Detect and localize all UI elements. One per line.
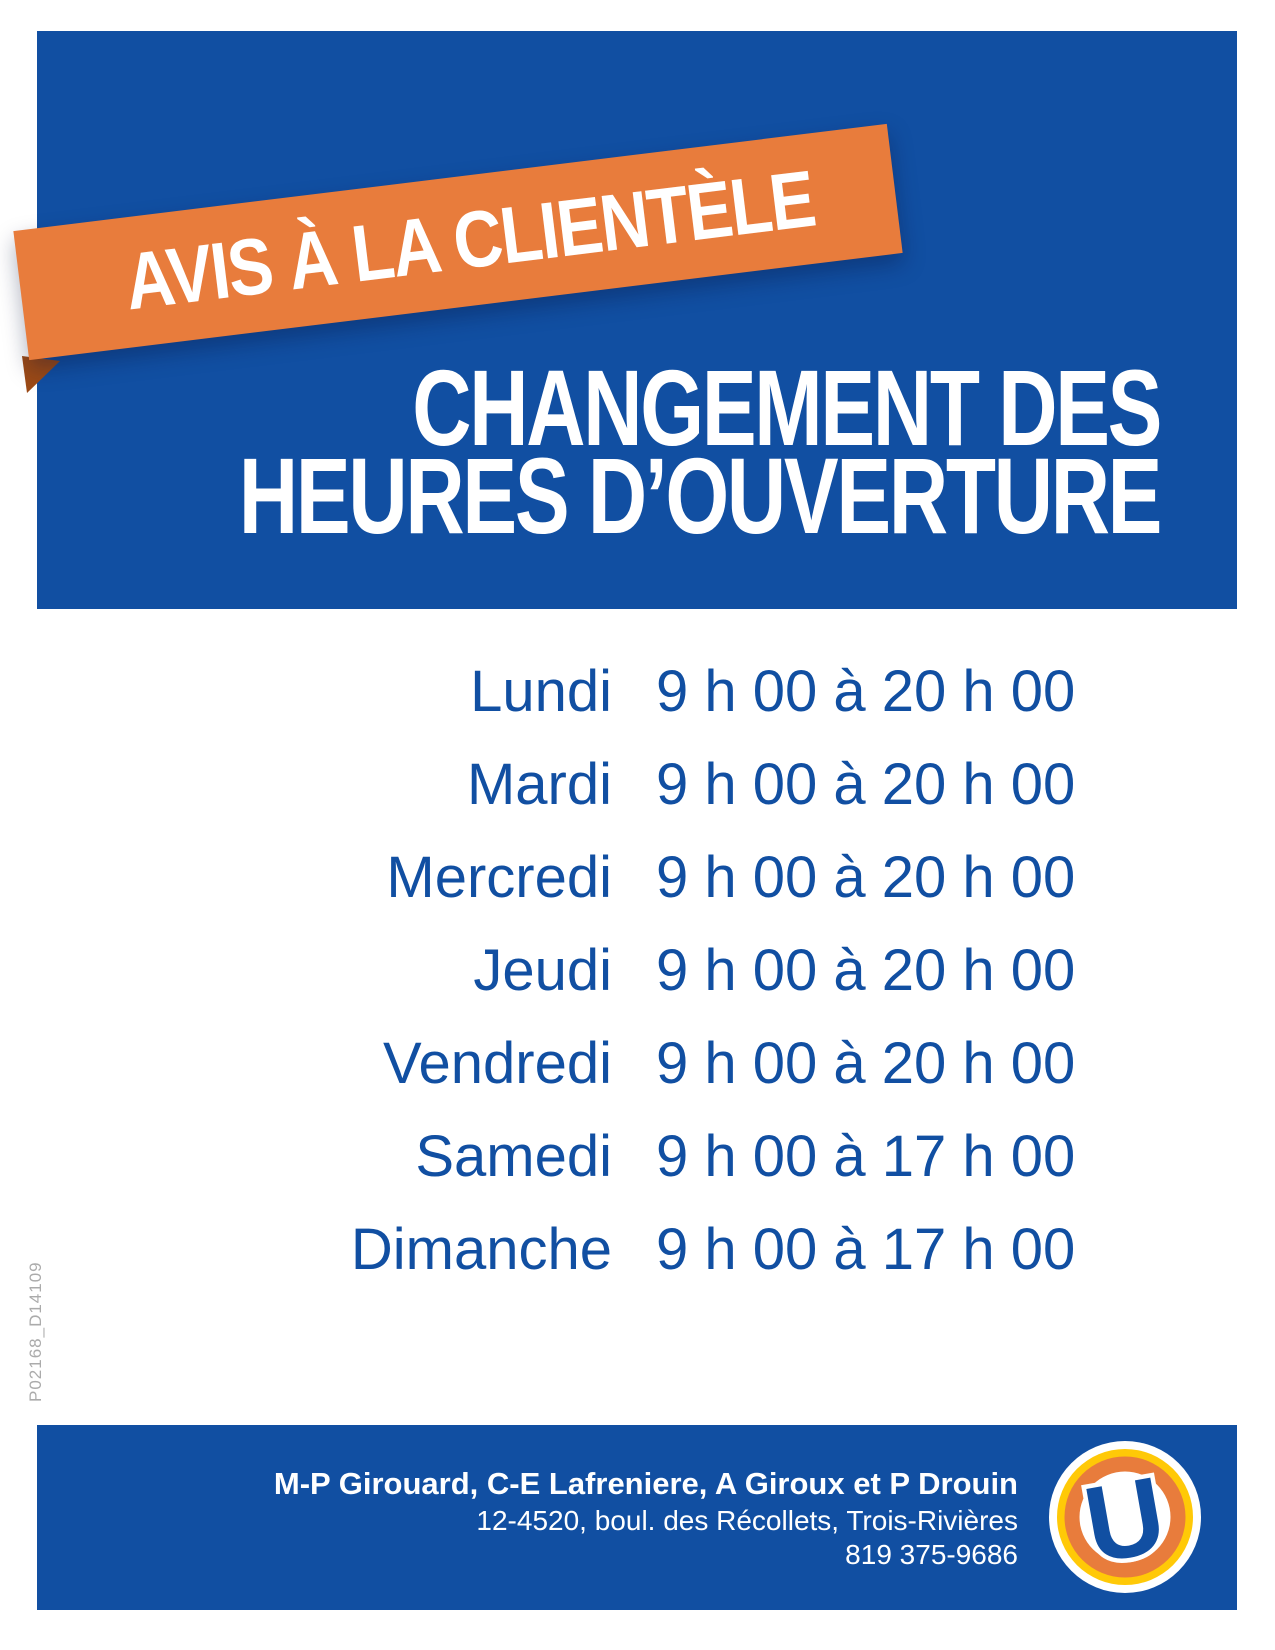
hours-value: 9 h 00 à 20 h 00 [656,1031,1076,1096]
day-label: Dimanche [350,1217,612,1282]
table-row: Vendredi 9 h 00 à 20 h 00 [0,1017,1275,1110]
page-title: CHANGEMENT DES HEURES D’OUVERTURE [238,347,1163,556]
hours-value: 9 h 00 à 20 h 00 [656,659,1076,724]
table-row: Dimanche 9 h 00 à 17 h 00 [0,1203,1275,1296]
store-phone: 819 375-9686 [845,1539,1018,1570]
table-row: Mardi 9 h 00 à 20 h 00 [0,738,1275,831]
pharmacist-names: M-P Girouard, C-E Lafreniere, A Giroux e… [273,1466,1018,1501]
hours-value: 9 h 00 à 20 h 00 [656,845,1076,910]
table-row: Lundi 9 h 00 à 20 h 00 [0,645,1275,738]
page-title-line2: HEURES D’OUVERTURE [238,435,1163,556]
table-row: Jeudi 9 h 00 à 20 h 00 [0,924,1275,1017]
print-code: P02168_D14109 [26,1261,45,1402]
table-row: Samedi 9 h 00 à 17 h 00 [0,1110,1275,1203]
hours-value: 9 h 00 à 20 h 00 [656,938,1076,1003]
table-row: Mercredi 9 h 00 à 20 h 00 [0,831,1275,924]
uniprix-logo-icon: U [1049,1441,1201,1593]
hours-value: 9 h 00 à 17 h 00 [656,1217,1076,1282]
store-address: 12-4520, boul. des Récollets, Trois-Rivi… [476,1505,1018,1536]
hours-value: 9 h 00 à 20 h 00 [656,752,1076,817]
day-label: Vendredi [383,1031,612,1096]
page-title-line1: CHANGEMENT DES [412,347,1162,468]
day-label: Mardi [466,752,612,817]
logo-letter: U [1076,1453,1174,1586]
day-label: Mercredi [386,845,612,910]
day-label: Samedi [415,1124,612,1189]
day-label: Lundi [470,659,612,724]
footer-panel [37,1425,1237,1610]
footer-contact-block: M-P Girouard, C-E Lafreniere, A Giroux e… [274,1464,1018,1572]
day-label: Jeudi [473,938,612,1003]
opening-hours-table: Lundi 9 h 00 à 20 h 00 Mardi 9 h 00 à 20… [0,645,1275,1296]
hours-value: 9 h 00 à 17 h 00 [656,1124,1076,1189]
